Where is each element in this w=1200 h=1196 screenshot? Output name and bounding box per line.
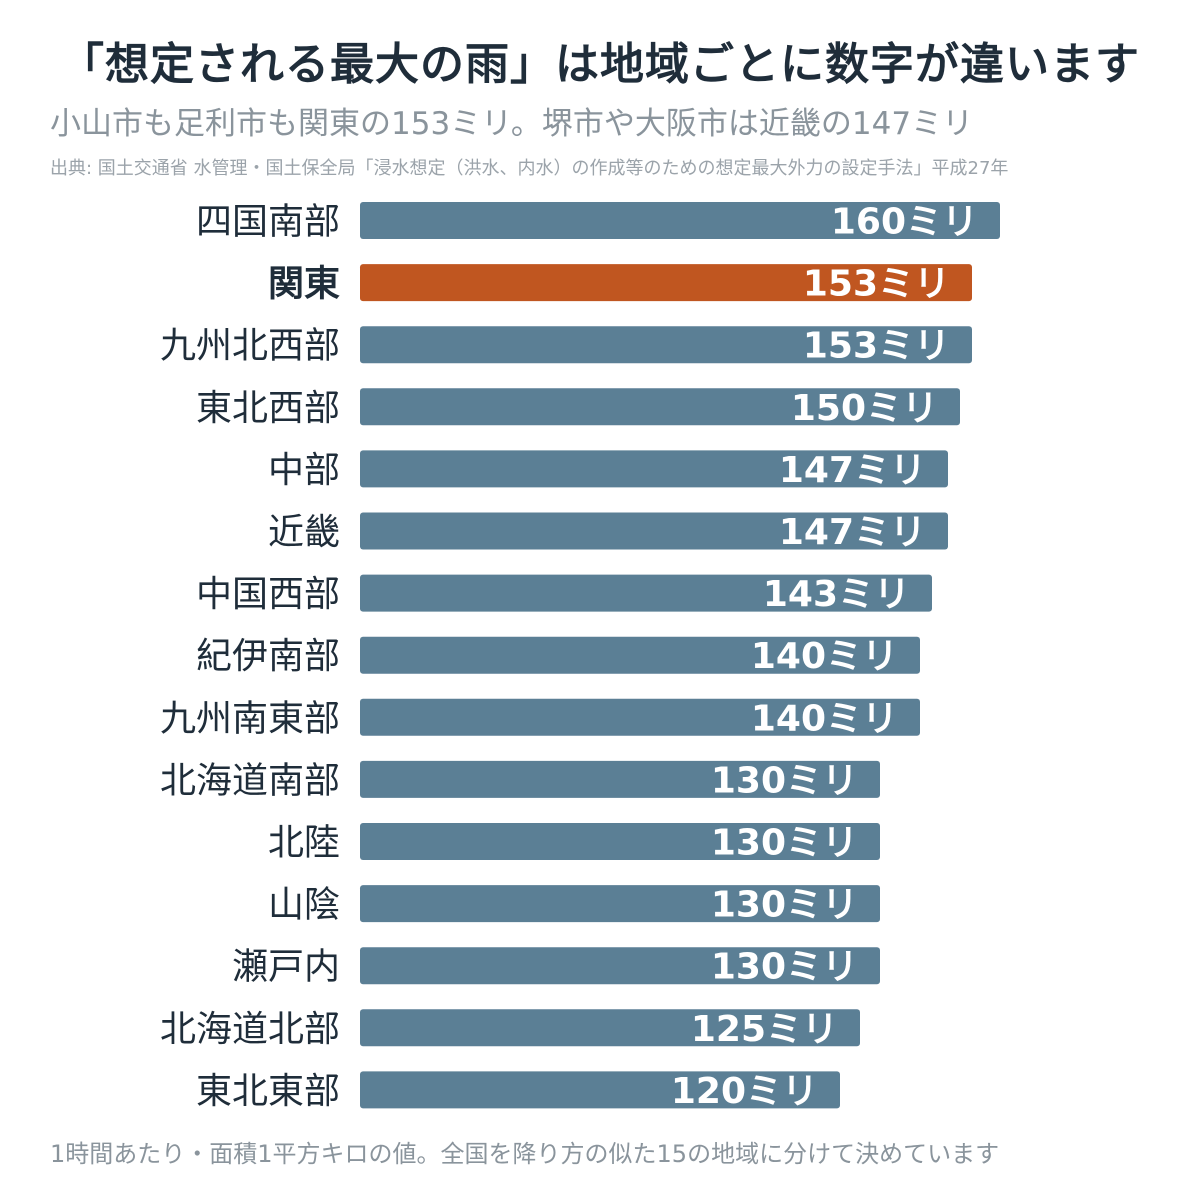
value-label: 130ミリ	[711, 947, 858, 988]
value-label: 150ミリ	[791, 388, 938, 429]
bar	[360, 264, 972, 302]
footnote: 1時間あたり・面積1平方キロの値。全国を降り方の似た15の地域に分けて決めていま…	[50, 1140, 1000, 1168]
value-label: 140ミリ	[751, 698, 898, 739]
bar-row: 東北西部 150ミリ	[196, 388, 960, 429]
bar	[360, 574, 932, 612]
category-label: 北陸	[268, 823, 340, 864]
bar	[360, 885, 880, 923]
bar	[360, 636, 920, 674]
value-label: 125ミリ	[691, 1009, 838, 1050]
bar-row: 北陸 130ミリ	[268, 823, 880, 864]
value-label: 147ミリ	[779, 512, 926, 553]
category-label: 瀬戸内	[232, 947, 340, 988]
bar-row: 山陰 130ミリ	[268, 885, 880, 926]
category-label: 四国南部	[196, 202, 340, 243]
bar-row: 中部 147ミリ	[268, 450, 948, 491]
chart-subtitle: 小山市も足利市も関東の153ミリ。堺市や大阪市は近畿の147ミリ	[50, 106, 974, 142]
bar	[360, 202, 1000, 239]
category-label: 近畿	[268, 512, 340, 553]
category-label: 東北東部	[196, 1071, 340, 1112]
value-label: 130ミリ	[711, 760, 858, 801]
bar-row: 九州南東部 140ミリ	[160, 698, 920, 739]
category-label: 九州南東部	[160, 698, 340, 739]
bar	[360, 947, 880, 985]
category-label: 北海道北部	[160, 1009, 340, 1050]
bar	[360, 698, 920, 736]
bar-row: 紀伊南部 140ミリ	[196, 636, 920, 677]
category-label: 九州北西部	[160, 326, 340, 367]
bar	[360, 388, 960, 426]
value-label: 130ミリ	[711, 885, 858, 926]
value-label: 147ミリ	[779, 450, 926, 491]
bar-row: 東北東部 120ミリ	[196, 1071, 840, 1112]
value-label: 143ミリ	[763, 574, 910, 615]
bar-row: 四国南部 160ミリ	[196, 202, 1000, 243]
value-label: 130ミリ	[711, 823, 858, 864]
bar-row: 北海道北部 125ミリ	[160, 1009, 860, 1050]
bar-row: 九州北西部 153ミリ	[160, 326, 972, 367]
bar-row: 近畿 147ミリ	[268, 512, 948, 553]
category-label: 中部	[268, 450, 340, 491]
category-label: 東北西部	[196, 388, 340, 429]
value-label: 140ミリ	[751, 636, 898, 677]
chart-title: 「想定される最大の雨」は地域ごとに数字が違います	[60, 39, 1140, 90]
value-label: 153ミリ	[803, 326, 950, 367]
category-label: 山陰	[268, 885, 340, 926]
bar-row: 北海道南部 130ミリ	[160, 760, 880, 801]
bar-row: 関東 153ミリ	[268, 264, 972, 305]
bar	[360, 1009, 860, 1047]
category-label: 中国西部	[196, 574, 340, 615]
category-label: 北海道南部	[160, 760, 340, 801]
bar	[360, 1071, 840, 1109]
category-label: 紀伊南部	[196, 636, 340, 677]
source-note: 出典: 国土交通省 水管理・国土保全局「浸水想定（洪水、内水）の作成等のための想…	[50, 158, 1009, 179]
value-label: 160ミリ	[831, 202, 978, 243]
bar-row: 中国西部 143ミリ	[196, 574, 932, 615]
bar	[360, 512, 948, 550]
bar-row: 瀬戸内 130ミリ	[232, 947, 880, 988]
bar	[360, 326, 972, 364]
bar	[360, 450, 948, 488]
value-label: 153ミリ	[803, 264, 950, 305]
category-label: 関東	[268, 264, 340, 305]
value-label: 120ミリ	[671, 1071, 818, 1112]
bar	[360, 823, 880, 860]
bar	[360, 760, 880, 798]
